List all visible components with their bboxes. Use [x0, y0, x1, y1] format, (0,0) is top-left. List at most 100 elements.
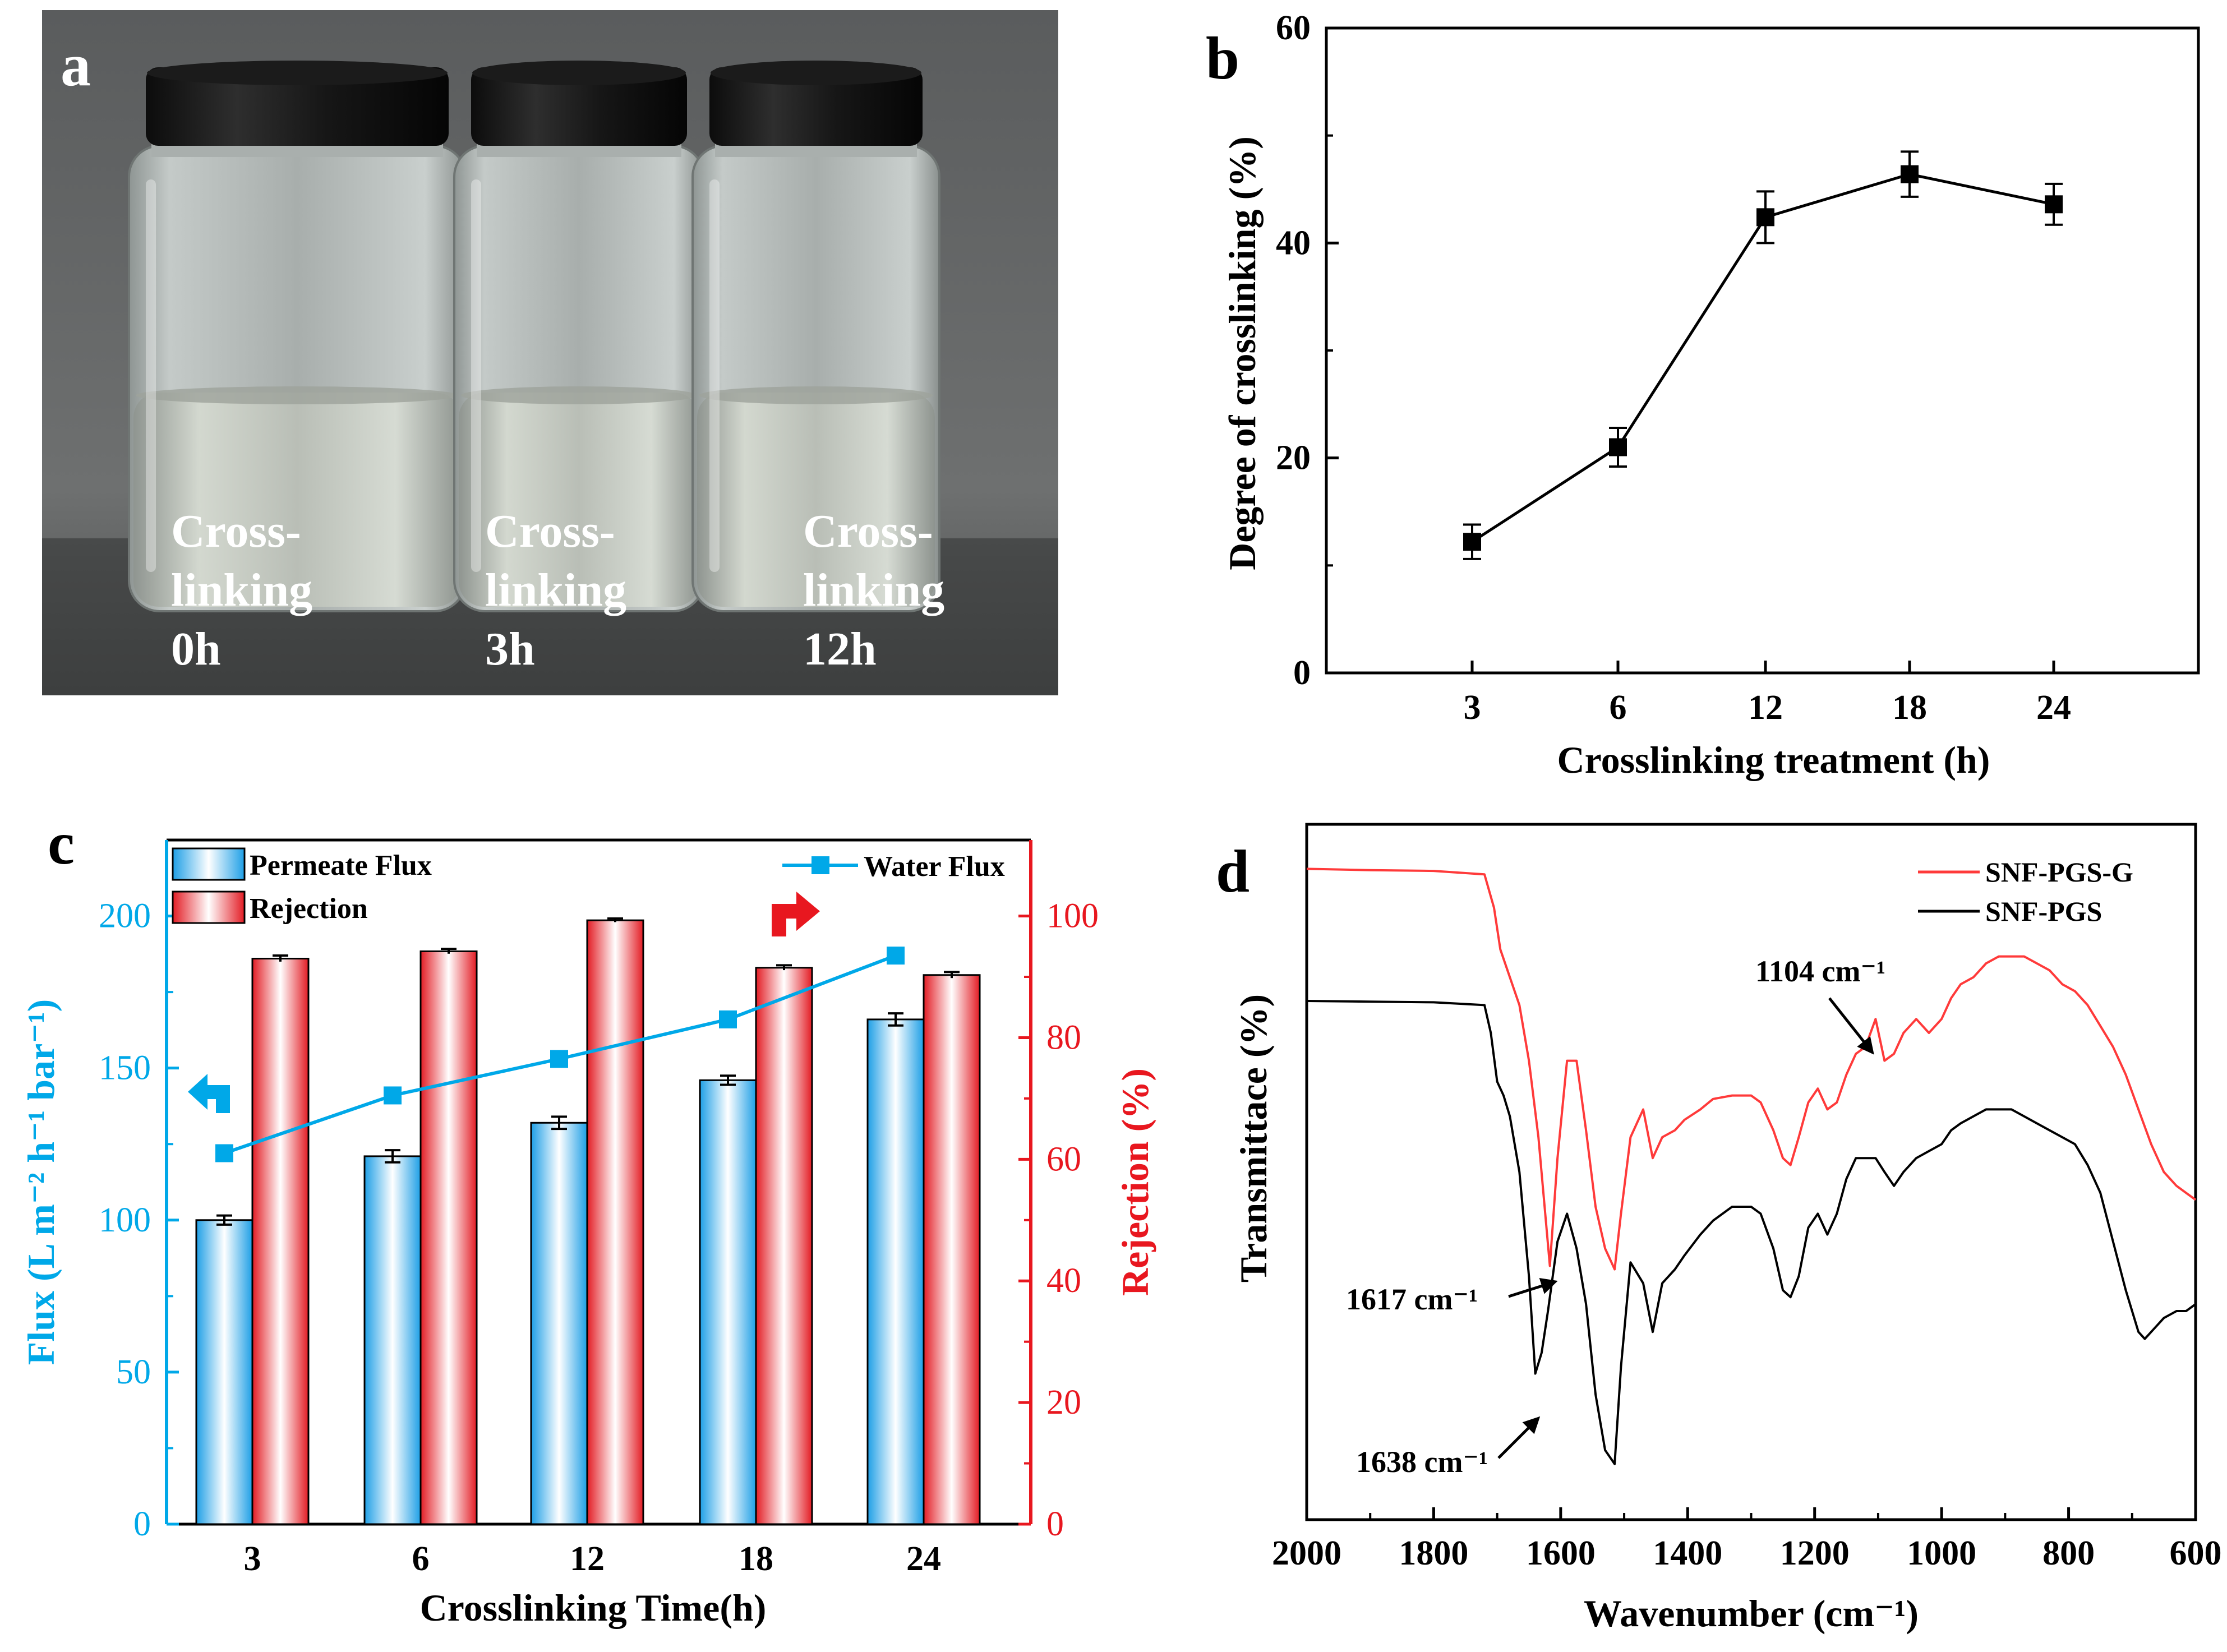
y-tick-label: 0	[1293, 654, 1311, 692]
vial-highlight	[471, 179, 481, 572]
x-tick-label: 18	[739, 1540, 773, 1578]
flux-bar	[699, 1079, 757, 1525]
y-tick-label: 20	[1276, 439, 1311, 477]
flux-bar	[363, 1155, 422, 1525]
panel-letter-d: d	[1216, 838, 1249, 905]
x-axis-label: Crosslinking Time(h)	[420, 1586, 767, 1629]
left-tick-label: 150	[99, 1049, 151, 1087]
legend-marker-water	[812, 856, 829, 874]
right-tick-label: 80	[1046, 1018, 1081, 1056]
vial-liquid	[459, 393, 699, 607]
data-point	[1463, 533, 1481, 551]
left-tick-label: 0	[133, 1505, 151, 1543]
left-axis-label: Flux (L m⁻² h⁻¹ bar⁻¹)	[20, 999, 62, 1365]
rejection-bar	[923, 974, 981, 1525]
vial-label-line2: linking	[171, 564, 312, 616]
panel-letter-a: a	[61, 32, 91, 99]
right-tick-label: 40	[1046, 1262, 1081, 1300]
legend-label-snf-pgs-g: SNF-PGS-G	[1985, 856, 2133, 888]
spectrum-snf-pgs	[1306, 1000, 2197, 1465]
right-tick-label: 100	[1046, 897, 1099, 935]
right-axis-label: Rejection (%)	[1114, 1068, 1156, 1296]
plot-frame	[1305, 823, 2197, 1521]
spectrum-snf-pgs-g	[1306, 867, 2197, 1271]
x-tick-label: 1600	[1526, 1534, 1596, 1572]
x-tick-label: 800	[2042, 1534, 2095, 1572]
liquid-meniscus	[136, 386, 459, 404]
legend-label-flux: Permeate Flux	[250, 850, 432, 882]
flux-bar	[195, 1219, 253, 1525]
right-tick-label: 60	[1046, 1140, 1081, 1178]
annotation-1617: 1617 cm⁻¹	[1346, 1282, 1478, 1316]
vial-cap-top	[711, 61, 921, 85]
panel-letter-c: c	[48, 810, 75, 877]
x-tick-label: 1000	[1907, 1534, 1976, 1572]
liquid-meniscus	[461, 386, 697, 404]
panel-letter-b: b	[1206, 25, 1239, 92]
vial-highlight	[709, 179, 720, 572]
x-tick-label: 1200	[1780, 1534, 1850, 1572]
annotation-arrow-1617	[1508, 1277, 1558, 1298]
liquid-meniscus	[699, 386, 933, 404]
panel-a-photo: Cross-linking 0h Cross-linking 3h Cross-link…	[42, 10, 1058, 695]
vial-cap	[146, 67, 449, 146]
panel-d-ftir-spectra-chart: d 2000 1800 1600 1400 1200 1000 800 600 Wavenumb…	[1216, 823, 2222, 1635]
water-flux-point	[550, 1050, 568, 1068]
water-flux-point	[719, 1010, 737, 1028]
x-tick-label: 3	[244, 1540, 261, 1578]
vial-cap-top	[147, 61, 448, 85]
water-flux-point	[215, 1144, 233, 1162]
y-tick-label: 40	[1276, 224, 1311, 262]
vial-label-line1: Cross-	[171, 505, 301, 557]
rejection-bar	[419, 950, 478, 1525]
annotation-arrow-1104	[1828, 997, 1874, 1055]
vial-cap-top	[472, 61, 686, 85]
x-tick-label: 12	[1748, 689, 1783, 727]
x-tick-label: 1800	[1399, 1534, 1468, 1572]
vial-cap	[471, 67, 687, 146]
annotation-arrow-1638	[1497, 1416, 1541, 1459]
annotation-1638: 1638 cm⁻¹	[1356, 1445, 1488, 1479]
flux-bar	[866, 1018, 925, 1525]
legend-swatch-rejection	[172, 890, 246, 924]
flux-bar	[530, 1122, 588, 1525]
legend-label-water: Water Flux	[864, 851, 1005, 883]
x-tick-label: 3	[1464, 689, 1481, 727]
left-axis-arrow-icon	[188, 1074, 230, 1113]
series-line	[1471, 173, 2054, 543]
vial-label-line1: Cross-	[485, 505, 615, 557]
data-point	[1756, 208, 1774, 227]
vial-label-line2: linking	[485, 564, 626, 616]
vial-liquid	[133, 393, 461, 607]
rejection-bar	[755, 967, 813, 1525]
legend-label-snf-pgs: SNF-PGS	[1985, 896, 2102, 927]
vial-cap	[709, 67, 923, 146]
x-tick-label: 12	[570, 1540, 605, 1578]
legend-label-rejection: Rejection	[250, 893, 368, 925]
x-tick-label: 6	[412, 1540, 430, 1578]
left-tick-label: 200	[99, 897, 151, 935]
water-flux-point	[887, 947, 905, 965]
panel-c-flux-rejection-chart: c 0 50 100 150 200 0 20 40 60 80 100 3 6 12 18 24 Crossl…	[20, 810, 1156, 1629]
right-tick-label: 0	[1046, 1505, 1064, 1543]
x-tick-label: 24	[2036, 689, 2071, 727]
left-tick-label: 50	[116, 1353, 151, 1391]
annotation-1104: 1104 cm⁻¹	[1755, 954, 1885, 988]
x-tick-label: 6	[1610, 689, 1627, 727]
x-tick-label: 24	[906, 1540, 941, 1578]
x-tick-label: 2000	[1272, 1534, 1341, 1572]
left-tick-label: 100	[99, 1201, 151, 1239]
y-tick-label: 60	[1276, 9, 1311, 47]
x-axis-label: Wavenumber (cm⁻¹)	[1584, 1592, 1919, 1635]
right-tick-label: 20	[1046, 1383, 1081, 1422]
vial-label-line2: linking	[803, 564, 944, 616]
data-point	[1609, 438, 1627, 456]
plot-frame	[1325, 26, 2200, 675]
rejection-bar	[251, 957, 310, 1525]
data-point	[2045, 195, 2063, 214]
legend-swatch-flux	[172, 847, 246, 881]
x-axis-label: Crosslinking treatment (h)	[1557, 739, 1990, 781]
water-flux-point	[384, 1086, 402, 1105]
y-axis-label: Degree of crosslinking (%)	[1221, 136, 1264, 570]
data-point	[1901, 165, 1919, 183]
